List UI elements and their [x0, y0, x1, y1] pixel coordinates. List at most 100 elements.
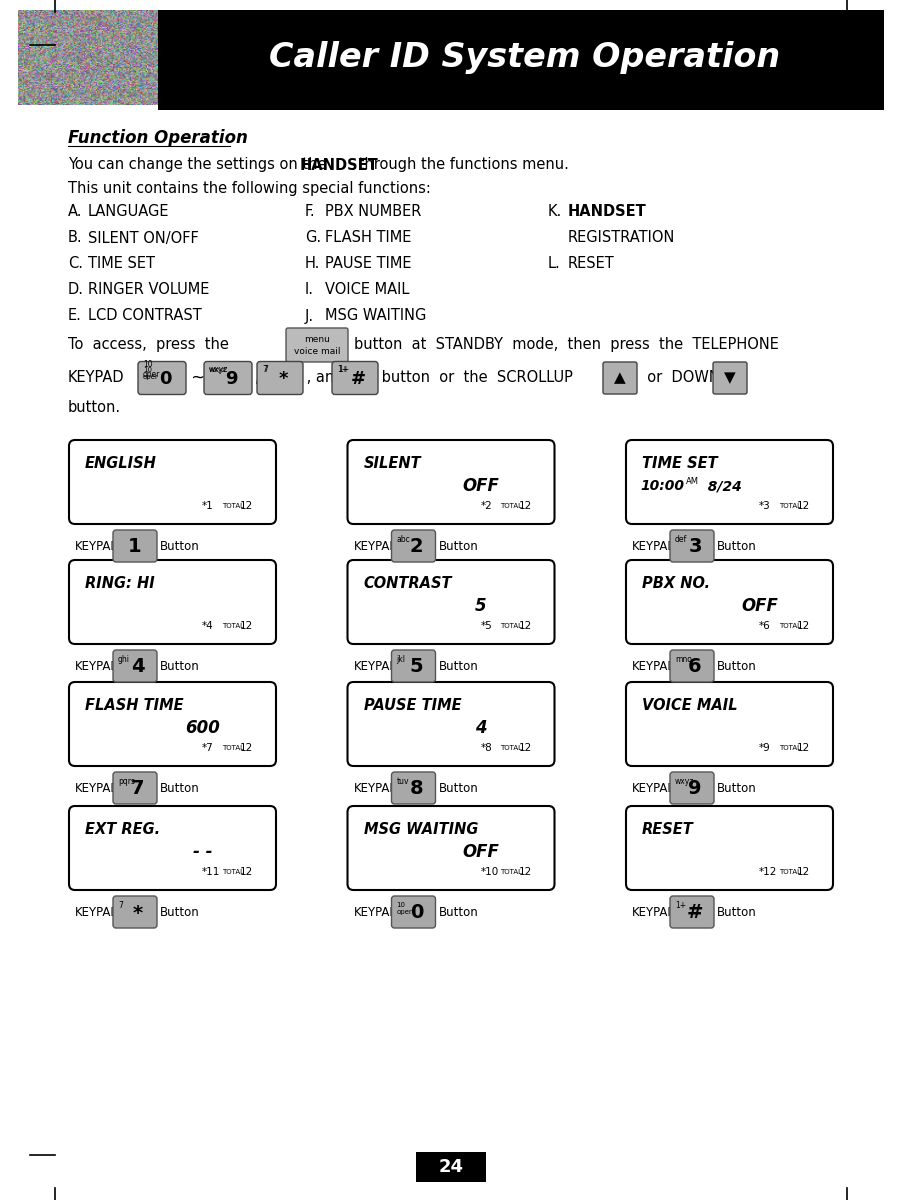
Text: RING: HI: RING: HI	[85, 576, 155, 592]
FancyBboxPatch shape	[416, 1152, 486, 1182]
Text: Button: Button	[438, 660, 478, 672]
Text: KEYPAD: KEYPAD	[632, 540, 677, 552]
Text: TOTAL: TOTAL	[501, 503, 522, 509]
FancyBboxPatch shape	[286, 328, 348, 362]
FancyBboxPatch shape	[391, 772, 436, 804]
Text: #: #	[351, 370, 365, 388]
Text: KEYPAD: KEYPAD	[354, 540, 399, 552]
Text: CONTRAST: CONTRAST	[364, 576, 452, 592]
Text: 1: 1	[128, 538, 142, 557]
FancyBboxPatch shape	[204, 361, 252, 395]
Text: KEYPAD: KEYPAD	[68, 371, 124, 385]
Text: 4: 4	[131, 658, 145, 677]
Text: TIME SET: TIME SET	[88, 257, 155, 271]
Text: TOTAL: TOTAL	[501, 869, 522, 875]
Text: Button: Button	[438, 781, 478, 794]
Text: TIME SET: TIME SET	[642, 456, 718, 472]
Text: KEYPAD: KEYPAD	[632, 660, 677, 672]
Text: PAUSE TIME: PAUSE TIME	[325, 257, 411, 271]
Text: pqrs: pqrs	[118, 776, 135, 786]
Text: I.: I.	[305, 282, 314, 298]
Text: VOICE MAIL: VOICE MAIL	[642, 698, 738, 714]
Text: - -: - -	[193, 842, 212, 862]
Text: menu: menu	[304, 335, 330, 343]
Text: oper: oper	[143, 374, 159, 380]
Text: To  access,  press  the: To access, press the	[68, 337, 229, 353]
Text: TOTAL: TOTAL	[779, 623, 801, 629]
Text: SILENT ON/OFF: SILENT ON/OFF	[88, 230, 198, 246]
Text: ▲: ▲	[614, 371, 626, 385]
FancyBboxPatch shape	[603, 362, 637, 394]
Text: TOTAL: TOTAL	[501, 745, 522, 751]
Text: 1+: 1+	[337, 365, 348, 374]
Text: B.: B.	[68, 230, 83, 246]
Text: Button: Button	[160, 540, 199, 552]
Text: ghi: ghi	[118, 654, 130, 664]
Text: 9: 9	[225, 370, 237, 388]
Text: VOICE MAIL: VOICE MAIL	[325, 282, 410, 298]
FancyBboxPatch shape	[626, 806, 833, 890]
Text: KEYPAD: KEYPAD	[75, 540, 121, 552]
Text: *6: *6	[759, 622, 770, 631]
Text: tuv: tuv	[397, 776, 409, 786]
Text: HANDSET: HANDSET	[568, 204, 647, 220]
Text: 8: 8	[410, 780, 423, 798]
Text: *2: *2	[481, 502, 492, 511]
FancyBboxPatch shape	[347, 560, 555, 644]
Text: 0: 0	[159, 370, 171, 388]
Text: def: def	[675, 534, 687, 544]
Text: KEYPAD: KEYPAD	[75, 660, 121, 672]
FancyBboxPatch shape	[69, 440, 276, 524]
Text: PBX NUMBER: PBX NUMBER	[325, 204, 421, 220]
Text: KEYPAD: KEYPAD	[75, 781, 121, 794]
Text: Button: Button	[438, 906, 478, 918]
Text: Button: Button	[160, 781, 199, 794]
Text: *7: *7	[202, 743, 214, 754]
Text: 5: 5	[475, 596, 487, 614]
FancyBboxPatch shape	[626, 560, 833, 644]
Text: AM: AM	[686, 476, 699, 486]
Text: *9: *9	[759, 743, 770, 754]
Text: Button: Button	[717, 660, 757, 672]
Text: 12: 12	[240, 743, 253, 754]
Text: Button: Button	[717, 906, 757, 918]
FancyBboxPatch shape	[391, 530, 436, 562]
Text: wxyz: wxyz	[675, 776, 695, 786]
Text: K.: K.	[548, 204, 562, 220]
Text: J.: J.	[305, 308, 314, 324]
Text: *: *	[133, 904, 143, 923]
Text: 12: 12	[240, 502, 253, 511]
FancyBboxPatch shape	[626, 440, 833, 524]
Text: 10: 10	[397, 902, 406, 908]
Text: REGISTRATION: REGISTRATION	[568, 230, 676, 246]
Text: E.: E.	[68, 308, 82, 324]
Text: TOTAL: TOTAL	[501, 623, 522, 629]
FancyBboxPatch shape	[670, 896, 714, 928]
Text: jkl: jkl	[397, 654, 406, 664]
FancyBboxPatch shape	[69, 682, 276, 766]
Text: wxyz: wxyz	[209, 365, 228, 374]
Text: Button: Button	[717, 540, 757, 552]
Text: button  at  STANDBY  mode,  then  press  the  TELEPHONE: button at STANDBY mode, then press the T…	[354, 337, 778, 353]
Text: 12: 12	[797, 866, 810, 877]
Text: KEYPAD: KEYPAD	[354, 906, 399, 918]
Text: 7: 7	[132, 780, 144, 798]
Text: LANGUAGE: LANGUAGE	[88, 204, 170, 220]
FancyBboxPatch shape	[69, 806, 276, 890]
Text: 10
oper: 10 oper	[143, 360, 161, 379]
Text: 12: 12	[240, 866, 253, 877]
FancyBboxPatch shape	[626, 682, 833, 766]
Text: 3: 3	[688, 538, 702, 557]
Text: 12: 12	[519, 866, 532, 877]
Text: *8: *8	[481, 743, 492, 754]
Text: Button: Button	[438, 540, 478, 552]
Text: 12: 12	[240, 622, 253, 631]
Text: KEYPAD: KEYPAD	[75, 906, 121, 918]
FancyBboxPatch shape	[158, 10, 884, 110]
Text: ~: ~	[186, 370, 206, 386]
Text: *: *	[278, 370, 288, 388]
Text: 0: 0	[410, 904, 423, 923]
FancyBboxPatch shape	[138, 361, 186, 395]
Text: This unit contains the following special functions:: This unit contains the following special…	[68, 180, 431, 196]
Text: OFF: OFF	[463, 842, 500, 862]
